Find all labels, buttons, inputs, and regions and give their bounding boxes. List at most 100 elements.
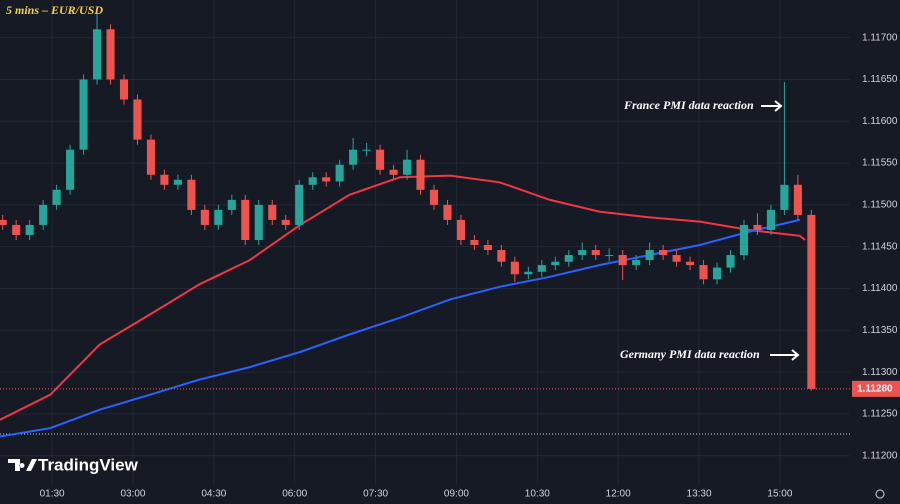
candle-body [470,239,479,246]
candle-body [187,179,196,210]
annotation: Germany PMI data reaction [620,347,760,361]
y-tick-label: 1.11300 [862,367,898,378]
candle-body [483,245,492,251]
x-tick-label: 03:00 [120,489,145,500]
last-price-label: 1.11280 [857,383,893,394]
y-tick-label: 1.11200 [862,450,898,461]
candle-body [429,189,439,205]
chart-title: 5 mins – EUR/USD [6,3,103,17]
candle-body [362,149,371,151]
y-tick-label: 1.11450 [862,241,898,252]
candle-body [497,250,506,262]
candle-body [200,209,209,225]
x-tick-label: 06:00 [282,489,307,500]
candle-body [699,265,708,280]
candle-body [12,224,21,235]
candle-body [618,255,627,266]
watermark: TradingView [38,455,139,474]
annotation-arrow [770,349,800,361]
annotation: France PMI data reaction [623,98,754,112]
candle-body [551,261,560,266]
candle-body [389,169,398,175]
y-tick-label: 1.11250 [862,409,898,420]
candle-body [537,265,546,272]
candle-body [241,199,250,240]
candle-body [214,209,223,225]
candle-body [659,250,668,256]
moving-average [0,174,806,421]
candle-body [605,255,614,257]
candle-body [632,260,641,266]
candle-body [322,177,331,182]
candle-body [25,224,34,235]
candle-body [0,219,7,225]
x-tick-label: 01:30 [40,489,65,500]
candle-body [227,199,236,210]
candle-body [281,219,290,225]
settings-icon-ring[interactable] [875,489,885,499]
candle-body [119,79,129,100]
y-tick-label: 1.11700 [862,32,898,43]
x-tick-label: 07:30 [363,489,388,500]
candle-body [335,164,344,182]
candle-body [524,271,533,275]
candle-body [39,204,48,225]
watermark-logo: TradingView [8,455,139,474]
x-tick-label: 15:00 [767,489,792,500]
y-tick-label: 1.11350 [862,325,898,336]
candle-body [308,177,317,185]
candle-body [52,189,61,205]
candle-body [591,250,600,256]
grid [0,0,850,485]
candle-body [793,184,802,215]
candle-body [66,149,75,190]
candle-body [686,261,695,266]
price-axis [850,0,900,504]
y-tick-label: 1.11500 [862,200,898,211]
y-tick-label: 1.11650 [862,74,898,85]
candle-body [160,174,169,185]
candle-body [726,255,735,268]
plot-area [0,12,850,438]
candle-body [173,179,182,185]
candle-body [456,219,465,240]
candle-body [254,204,263,240]
y-tick-label: 1.11550 [862,158,898,169]
candle-body [416,159,425,190]
annotation-arrow [761,100,783,112]
candle-body [146,139,155,175]
candle-body [79,79,88,150]
candle-body [780,184,789,210]
candle-body [645,250,654,261]
candle-body [106,29,115,80]
y-tick-label: 1.11400 [862,283,898,294]
candle-body [402,159,412,175]
last-price-box [852,380,900,397]
x-tick-label: 12:00 [606,489,631,500]
x-tick-label: 13:30 [687,489,712,500]
candle-body [133,99,142,140]
candle-body [739,224,749,256]
candle-body [92,29,102,80]
candle-body [564,255,573,262]
candle-body [349,149,358,165]
candle-body [268,204,277,220]
candle-body [376,149,385,170]
candle-body [807,214,816,389]
x-tick-label: 10:30 [525,489,550,500]
candle-body [443,204,452,220]
candle-body [712,267,722,280]
watermark-icon [8,459,37,471]
x-tick-label: 04:30 [201,489,226,500]
candle-body [753,224,762,230]
candle-body [295,184,304,225]
candle-body [672,255,681,262]
y-tick-label: 1.11600 [862,116,898,127]
time-axis [0,485,900,504]
candle-body [766,209,775,230]
settings-icon[interactable] [875,489,885,499]
candle-body [578,250,587,256]
